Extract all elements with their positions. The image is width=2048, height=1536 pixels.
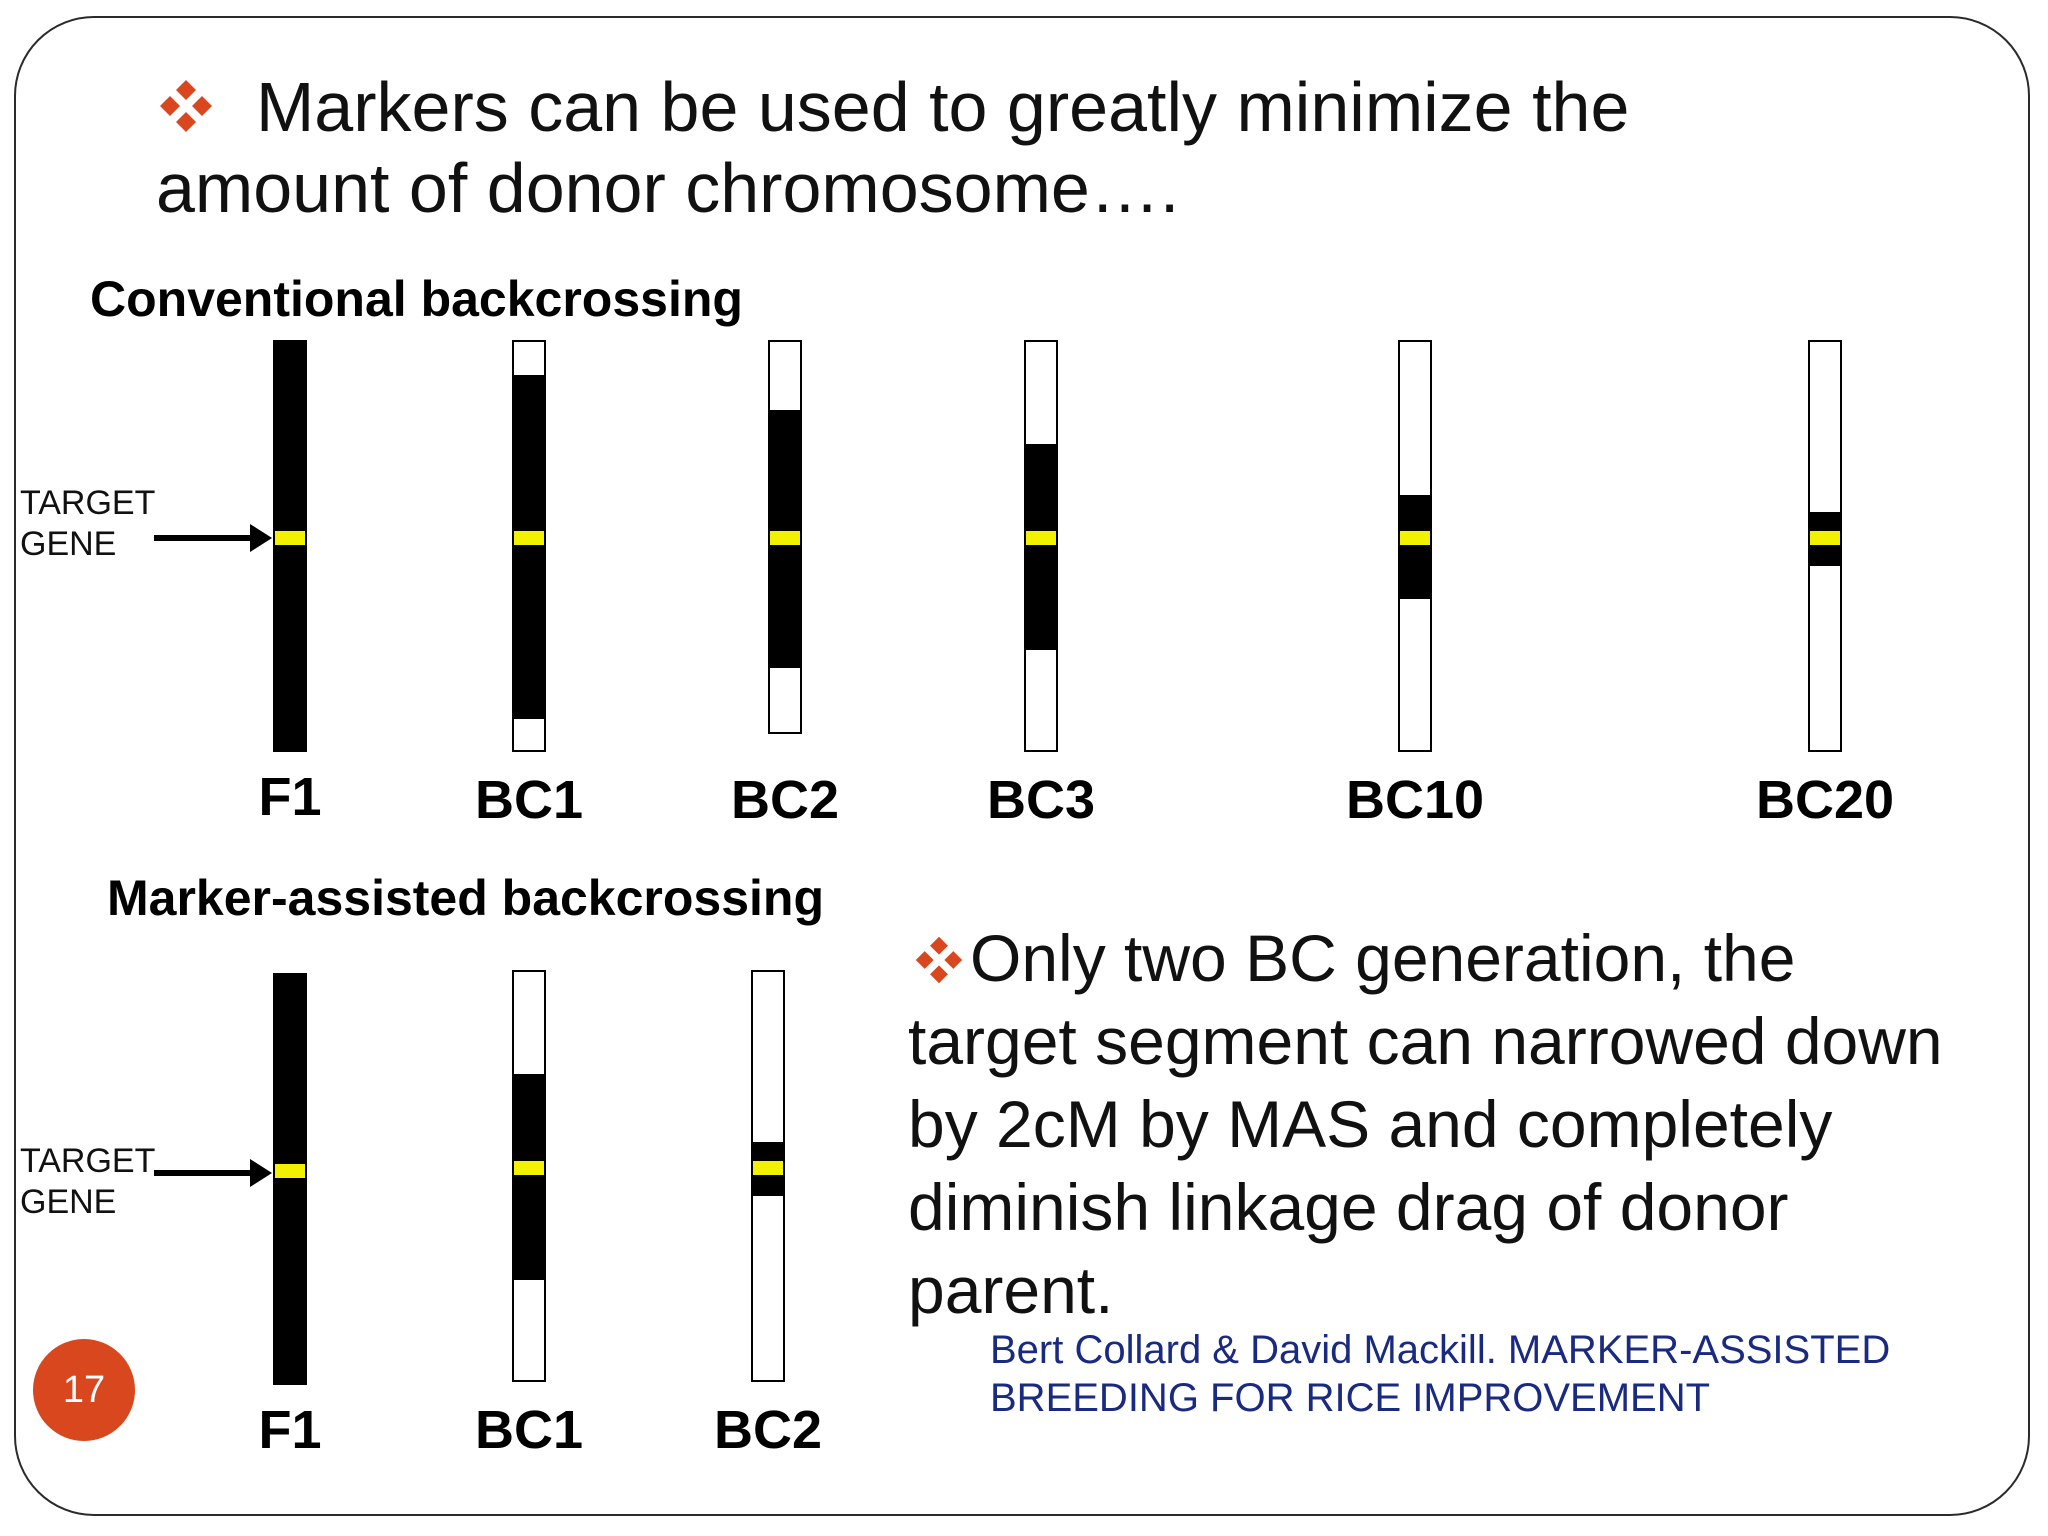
- donor-segment: [275, 975, 305, 1383]
- target-label-line-1: TARGET: [20, 484, 156, 522]
- target-gene-marker: [275, 1164, 305, 1178]
- target-gene-arrow-conventional: [154, 524, 272, 552]
- generation-label-bc2-mas: BC2: [713, 1400, 823, 1460]
- note-line-5: parent.: [908, 1253, 1114, 1327]
- generation-label-bc1: BC1: [474, 770, 584, 830]
- conventional-backcrossing-label: Conventional backcrossing: [90, 271, 743, 327]
- slide-title-line-2: amount of donor chromosome….: [156, 149, 1180, 227]
- target-gene-marker: [514, 1161, 544, 1175]
- target-gene-marker: [753, 1161, 783, 1175]
- note-line-1: Only two BC generation, the: [970, 921, 1796, 995]
- chromosome-bc2-conventional: [768, 340, 802, 734]
- note-line-4: diminish linkage drag of donor: [908, 1170, 1789, 1244]
- target-gene-marker: [1810, 531, 1840, 545]
- page-number-badge: 17: [33, 1339, 135, 1441]
- marker-assisted-backcrossing-label: Marker-assisted backcrossing: [107, 870, 825, 926]
- chromosome-f1-conventional: [273, 340, 307, 752]
- donor-segment: [275, 342, 305, 750]
- chromosome-f1-marker-assisted: [273, 973, 307, 1385]
- target-gene-marker: [1400, 531, 1430, 545]
- generation-label-f1: F1: [258, 767, 322, 827]
- generation-label-bc3: BC3: [986, 770, 1096, 830]
- donor-segment: [514, 1074, 544, 1280]
- target-gene-label-marker-assisted: TARGET GENE: [20, 1141, 155, 1223]
- note-line-3: by 2cM by MAS and completely: [908, 1087, 1833, 1161]
- target-gene-label-conventional: TARGET GENE: [20, 483, 155, 565]
- donor-segment: [1026, 444, 1056, 650]
- generation-label-bc2: BC2: [730, 770, 840, 830]
- chromosome-bc1-marker-assisted: [512, 970, 546, 1382]
- target-gene-arrow-marker-assisted: [154, 1159, 272, 1187]
- chromosome-bc20-conventional: [1808, 340, 1842, 752]
- generation-label-bc10: BC10: [1345, 770, 1485, 830]
- slide-frame: [14, 16, 2030, 1516]
- citation-line-2: BREEDING FOR RICE IMPROVEMENT: [990, 1376, 1711, 1420]
- target-gene-marker: [770, 531, 800, 545]
- diamond-cluster-bullet-icon: [160, 80, 212, 132]
- diamond-cluster-bullet-icon: [915, 936, 963, 984]
- target-label-line-1: TARGET: [20, 1142, 156, 1180]
- generation-label-bc1-mas: BC1: [474, 1400, 584, 1460]
- target-gene-marker: [275, 531, 305, 545]
- donor-segment: [1400, 495, 1430, 599]
- chromosome-bc10-conventional: [1398, 340, 1432, 752]
- chromosome-bc1-conventional: [512, 340, 546, 752]
- target-gene-marker: [514, 531, 544, 545]
- target-label-line-2: GENE: [20, 1182, 117, 1221]
- slide-title-line-1: Markers can be used to greatly minimize …: [256, 68, 1630, 146]
- citation-line-1: Bert Collard & David Mackill. MARKER-ASS…: [990, 1328, 1891, 1372]
- generation-label-bc20: BC20: [1755, 770, 1895, 830]
- generation-label-f1-mas: F1: [258, 1400, 322, 1460]
- note-line-2: target segment can narrowed down: [908, 1004, 1943, 1078]
- target-gene-marker: [1026, 531, 1056, 545]
- donor-segment: [514, 375, 544, 719]
- target-label-line-2: GENE: [20, 524, 117, 563]
- chromosome-bc3-conventional: [1024, 340, 1058, 752]
- chromosome-bc2-marker-assisted: [751, 970, 785, 1382]
